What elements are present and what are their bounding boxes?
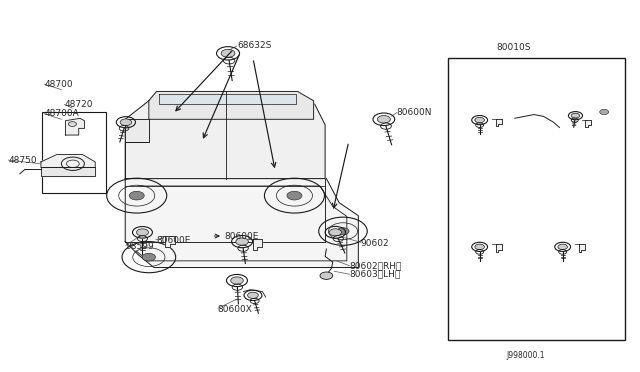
Text: 80600N: 80600N bbox=[397, 108, 432, 117]
Polygon shape bbox=[149, 92, 314, 119]
Circle shape bbox=[230, 277, 243, 284]
Circle shape bbox=[287, 191, 302, 200]
Polygon shape bbox=[159, 94, 296, 104]
Circle shape bbox=[120, 119, 132, 126]
Text: 48700A: 48700A bbox=[44, 109, 79, 118]
Text: 80010S: 80010S bbox=[496, 42, 531, 51]
Polygon shape bbox=[125, 179, 358, 267]
Polygon shape bbox=[125, 92, 325, 179]
Circle shape bbox=[475, 244, 484, 250]
Circle shape bbox=[378, 116, 390, 123]
Circle shape bbox=[337, 228, 349, 235]
Text: J998000.1: J998000.1 bbox=[506, 351, 545, 360]
Circle shape bbox=[320, 272, 333, 279]
Polygon shape bbox=[579, 244, 585, 252]
Text: 80602〈RH〉: 80602〈RH〉 bbox=[349, 261, 402, 270]
Circle shape bbox=[572, 113, 580, 118]
Circle shape bbox=[475, 117, 484, 123]
Bar bbox=[42, 112, 106, 193]
Circle shape bbox=[129, 191, 144, 200]
Circle shape bbox=[142, 253, 156, 261]
Circle shape bbox=[221, 49, 235, 57]
Polygon shape bbox=[166, 236, 175, 247]
Polygon shape bbox=[41, 154, 95, 167]
Polygon shape bbox=[65, 118, 84, 135]
Circle shape bbox=[600, 109, 609, 115]
Polygon shape bbox=[585, 120, 591, 126]
Text: 90602: 90602 bbox=[361, 239, 390, 248]
Circle shape bbox=[329, 229, 342, 236]
Bar bbox=[448, 58, 625, 340]
Polygon shape bbox=[41, 167, 95, 176]
Text: 48750: 48750 bbox=[8, 155, 37, 164]
Circle shape bbox=[236, 238, 248, 245]
Polygon shape bbox=[495, 119, 502, 126]
Text: 80600E: 80600E bbox=[224, 231, 259, 241]
Text: 98599: 98599 bbox=[126, 242, 155, 251]
Text: 48700: 48700 bbox=[44, 80, 73, 89]
Text: 68632S: 68632S bbox=[237, 41, 271, 50]
Circle shape bbox=[136, 229, 148, 236]
Text: 80600X: 80600X bbox=[218, 305, 253, 314]
Polygon shape bbox=[253, 239, 262, 250]
Circle shape bbox=[248, 292, 259, 298]
Text: 80600E: 80600E bbox=[156, 236, 190, 246]
Circle shape bbox=[68, 122, 76, 126]
Circle shape bbox=[558, 244, 568, 250]
Polygon shape bbox=[495, 244, 502, 252]
Text: 48720: 48720 bbox=[65, 100, 93, 109]
Text: 80603〈LH〉: 80603〈LH〉 bbox=[349, 270, 401, 279]
Polygon shape bbox=[125, 119, 149, 141]
